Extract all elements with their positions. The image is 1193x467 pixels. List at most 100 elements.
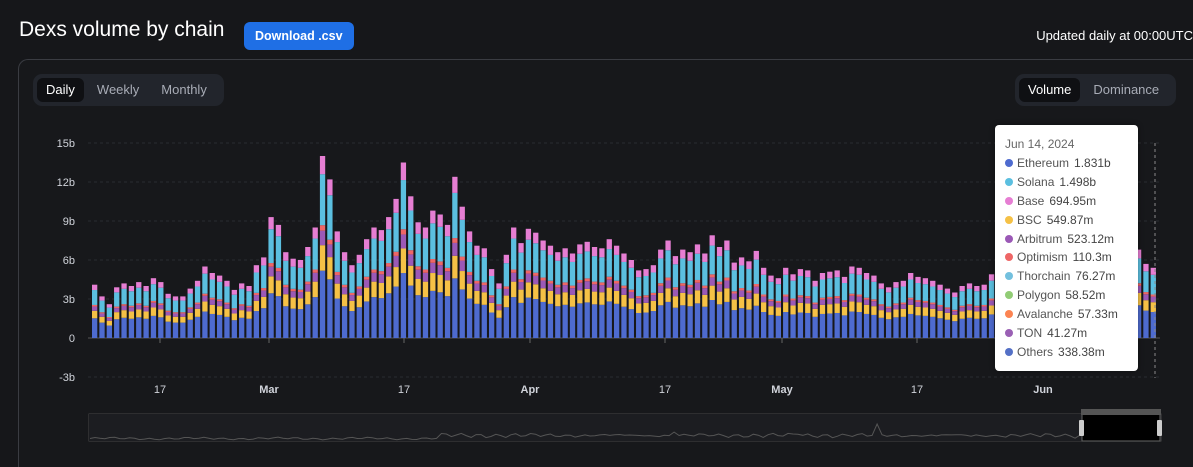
bar-segment-ethereum[interactable]	[511, 297, 517, 338]
bar-segment-arbitrum[interactable]	[952, 311, 958, 315]
bar-segment-optimism[interactable]	[812, 302, 818, 305]
bar-segment-bsc[interactable]	[1135, 292, 1142, 306]
bar-segment-base[interactable]	[650, 265, 657, 273]
bar-segment-optimism[interactable]	[658, 283, 664, 286]
bar-segment-ethereum[interactable]	[275, 296, 282, 338]
bar-segment-arbitrum[interactable]	[194, 304, 201, 309]
bar-segment-bsc[interactable]	[452, 255, 458, 279]
bar-segment-bsc[interactable]	[121, 310, 127, 318]
bar-segment-optimism[interactable]	[819, 297, 826, 300]
bar-segment-arbitrum[interactable]	[981, 306, 987, 311]
bar-segment-optimism[interactable]	[415, 266, 421, 270]
bar-segment-arbitrum[interactable]	[503, 288, 509, 296]
bar-segment-solana[interactable]	[275, 236, 282, 268]
bar-segment-base[interactable]	[761, 267, 767, 275]
bar-segment-solana[interactable]	[261, 265, 267, 289]
bar-segment-ethereum[interactable]	[121, 317, 127, 338]
bar-segment-optimism[interactable]	[628, 289, 634, 292]
bar-segment-bsc[interactable]	[224, 308, 230, 317]
bar-segment-solana[interactable]	[856, 274, 862, 295]
bar-segment-arbitrum[interactable]	[422, 272, 429, 282]
bar-segment-arbitrum[interactable]	[731, 293, 737, 300]
bar-segment-bsc[interactable]	[746, 298, 752, 310]
bar-segment-solana[interactable]	[783, 274, 789, 295]
bar-segment-solana[interactable]	[981, 290, 987, 305]
bar-segment-base[interactable]	[981, 284, 987, 291]
bar-segment-arbitrum[interactable]	[621, 288, 627, 295]
bar-segment-arbitrum[interactable]	[305, 284, 311, 292]
bar-segment-ethereum[interactable]	[283, 306, 289, 338]
bar-segment-bsc[interactable]	[643, 302, 649, 313]
bar-segment-arbitrum[interactable]	[974, 307, 980, 312]
bar-segment-base[interactable]	[915, 276, 921, 284]
bar-segment-bsc[interactable]	[415, 278, 421, 296]
bar-segment-base[interactable]	[797, 269, 804, 276]
bar-segment-ethereum[interactable]	[297, 309, 304, 338]
bar-segment-ethereum[interactable]	[466, 298, 473, 338]
bar-segment-ethereum[interactable]	[761, 312, 767, 338]
bar-segment-optimism[interactable]	[900, 302, 906, 305]
bar-segment-solana[interactable]	[488, 275, 495, 296]
bar-segment-solana[interactable]	[988, 280, 995, 299]
bar-segment-optimism[interactable]	[371, 269, 377, 273]
bar-segment-arbitrum[interactable]	[253, 295, 260, 301]
bar-segment-ethereum[interactable]	[437, 292, 443, 338]
bar-segment-solana[interactable]	[268, 229, 274, 264]
bar-segment-arbitrum[interactable]	[114, 308, 120, 313]
bar-segment-arbitrum[interactable]	[665, 280, 671, 289]
bar-segment-ethereum[interactable]	[253, 311, 260, 338]
bar-segment-solana[interactable]	[547, 254, 554, 281]
bar-segment-base[interactable]	[187, 288, 193, 294]
bar-segment-base[interactable]	[783, 267, 789, 275]
bar-segment-optimism[interactable]	[944, 307, 951, 309]
bar-segment-base[interactable]	[488, 269, 495, 276]
bar-segment-arbitrum[interactable]	[246, 307, 252, 312]
bar-segment-base[interactable]	[518, 243, 524, 253]
bar-segment-solana[interactable]	[121, 288, 127, 305]
bar-segment-base[interactable]	[591, 247, 598, 257]
bar-segment-base[interactable]	[562, 248, 568, 258]
bar-segment-arbitrum[interactable]	[628, 291, 634, 299]
bar-segment-base[interactable]	[966, 283, 973, 289]
bar-segment-bsc[interactable]	[239, 310, 245, 318]
bar-segment-ethereum[interactable]	[959, 318, 965, 338]
bar-segment-base[interactable]	[569, 253, 576, 262]
bar-segment-optimism[interactable]	[893, 303, 899, 306]
bar-segment-optimism[interactable]	[268, 263, 274, 267]
bar-segment-solana[interactable]	[628, 267, 634, 290]
bar-segment-ethereum[interactable]	[900, 316, 906, 338]
bar-segment-optimism[interactable]	[525, 270, 532, 274]
bar-segment-ethereum[interactable]	[716, 304, 723, 338]
bar-segment-base[interactable]	[128, 286, 135, 292]
bar-segment-optimism[interactable]	[966, 304, 973, 306]
bar-segment-base[interactable]	[952, 292, 958, 298]
bar-segment-solana[interactable]	[283, 260, 289, 285]
bar-segment-bsc[interactable]	[841, 306, 848, 316]
bar-segment-bsc[interactable]	[724, 288, 730, 302]
bar-segment-solana[interactable]	[136, 287, 142, 304]
bar-segment-ethereum[interactable]	[591, 304, 598, 338]
bar-segment-optimism[interactable]	[783, 294, 789, 297]
bar-segment-optimism[interactable]	[606, 276, 612, 280]
bar-segment-solana[interactable]	[731, 270, 737, 292]
bar-segment-solana[interactable]	[371, 238, 377, 270]
bar-segment-solana[interactable]	[650, 272, 657, 293]
bar-segment-optimism[interactable]	[430, 259, 436, 263]
bar-segment-arbitrum[interactable]	[966, 305, 973, 311]
bar-segment-bsc[interactable]	[172, 316, 179, 323]
bar-segment-solana[interactable]	[246, 291, 252, 306]
bar-segment-optimism[interactable]	[261, 288, 267, 291]
bar-segment-solana[interactable]	[636, 277, 642, 297]
bar-segment-bsc[interactable]	[1143, 300, 1149, 311]
bar-segment-arbitrum[interactable]	[533, 275, 539, 285]
bar-segment-optimism[interactable]	[275, 267, 282, 272]
bar-segment-ethereum[interactable]	[863, 313, 870, 338]
bar-segment-solana[interactable]	[591, 256, 598, 282]
bar-segment-solana[interactable]	[253, 272, 260, 293]
bar-segment-bsc[interactable]	[158, 309, 164, 318]
bar-segment-solana[interactable]	[709, 245, 715, 275]
bar-segment-base[interactable]	[805, 270, 811, 278]
bar-segment-optimism[interactable]	[231, 308, 237, 310]
bar-segment-optimism[interactable]	[599, 282, 605, 286]
bar-segment-base[interactable]	[643, 269, 649, 276]
